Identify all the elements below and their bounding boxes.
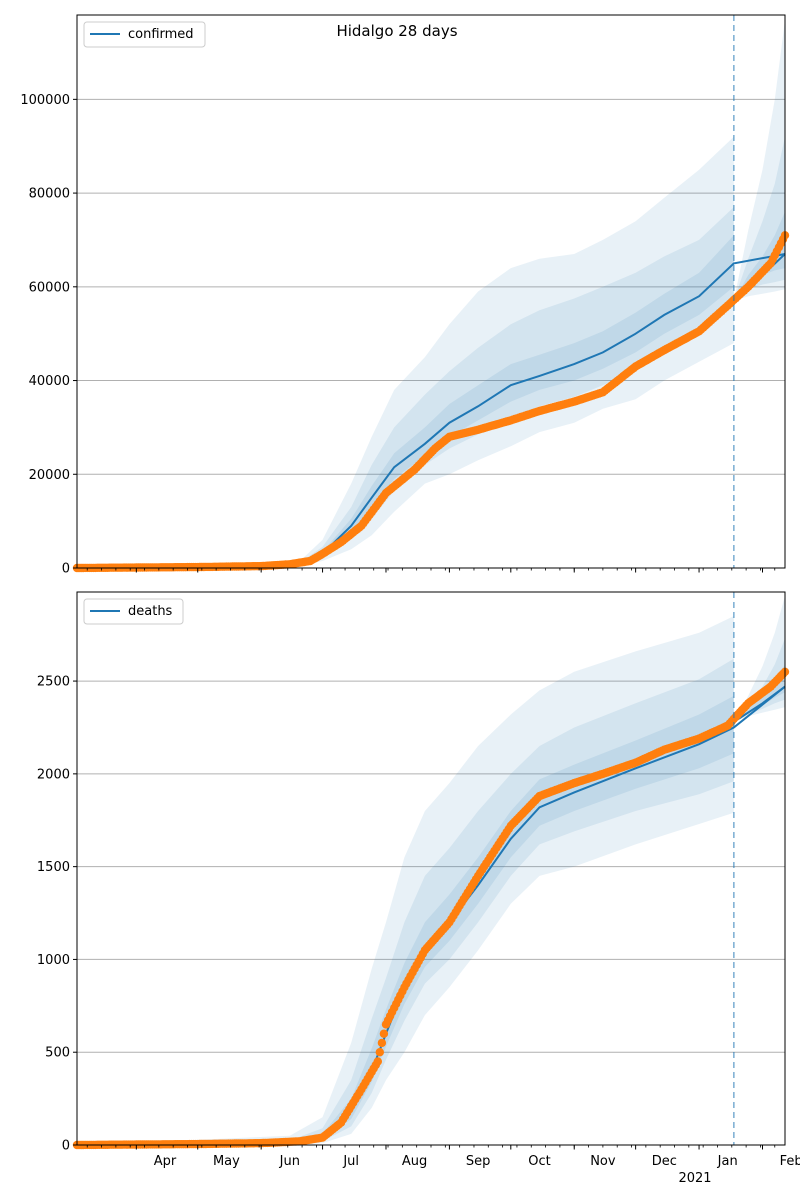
confirmed-panel: 0 20000 40000 60000 80000 100000 confirmed Hi… bbox=[20, 14, 790, 577]
confirmed-forecast-band-inner bbox=[733, 211, 785, 301]
x-axis-month-label: Nov bbox=[590, 1154, 616, 1169]
deaths-observed-point bbox=[377, 1038, 387, 1048]
confirmed-y-ticks: 0 20000 40000 60000 80000 100000 bbox=[20, 93, 77, 577]
deaths-y-tick-label: 2500 bbox=[37, 675, 70, 690]
confirmed-legend-label: confirmed bbox=[128, 27, 194, 42]
confirmed-gridlines bbox=[77, 98, 785, 475]
confirmed-y-tick-label: 0 bbox=[62, 562, 70, 577]
confirmed-y-tick-label: 40000 bbox=[29, 374, 70, 389]
x-axis-month-label: May bbox=[213, 1154, 240, 1169]
x-axis-month-label: Dec bbox=[652, 1154, 677, 1169]
x-axis-month-label: Oct bbox=[528, 1154, 550, 1169]
deaths-panel: 0 500 1000 1500 2000 2500 deaths Apr May Jun Jul… bbox=[37, 591, 800, 1186]
deaths-y-tick-label: 2000 bbox=[37, 767, 70, 782]
x-axis-month-label: Apr bbox=[154, 1154, 177, 1169]
deaths-x-ticks bbox=[86, 1145, 776, 1150]
deaths-forecast-band-middle bbox=[733, 638, 785, 722]
chart-title: Hidalgo 28 days bbox=[336, 22, 457, 40]
deaths-band-middle bbox=[77, 658, 734, 1145]
confirmed-legend-box bbox=[83, 21, 206, 48]
x-axis-month-label: Aug bbox=[402, 1154, 427, 1169]
x-axis-year-label: 2021 bbox=[678, 1171, 711, 1186]
confirmed-y-tick-label: 80000 bbox=[29, 187, 70, 202]
deaths-observed-point bbox=[375, 1048, 384, 1057]
deaths-y-tick-label: 1500 bbox=[37, 860, 70, 875]
x-axis-month-labels: Apr May Jun Jul Aug Sep Oct Nov Dec Jan Feb bbox=[154, 1154, 800, 1169]
confirmed-legend: confirmed bbox=[83, 21, 206, 48]
deaths-y-ticks: 0 500 1000 1500 2000 2500 bbox=[37, 675, 77, 1154]
confirmed-x-ticks bbox=[86, 568, 776, 573]
confirmed-y-tick-label: 100000 bbox=[20, 93, 70, 108]
x-axis-month-label: Jun bbox=[279, 1154, 300, 1169]
x-axis-month-label: Jan bbox=[717, 1154, 738, 1169]
confirmed-y-tick-label: 60000 bbox=[29, 280, 70, 295]
x-axis-month-label: Feb bbox=[780, 1154, 800, 1169]
confirmed-forecast-band-outer bbox=[733, 19, 785, 301]
deaths-observed-point bbox=[379, 1029, 389, 1038]
deaths-y-tick-label: 1000 bbox=[37, 953, 70, 968]
confirmed-y-tick-label: 20000 bbox=[29, 468, 70, 483]
deaths-y-tick-label: 500 bbox=[45, 1046, 70, 1061]
deaths-legend: deaths bbox=[83, 598, 184, 625]
deaths-band-inner bbox=[77, 695, 734, 1145]
x-axis-month-label: Jul bbox=[342, 1154, 359, 1169]
deaths-legend-label: deaths bbox=[128, 604, 173, 619]
deaths-gridlines bbox=[77, 680, 785, 1053]
deaths-y-tick-label: 0 bbox=[62, 1139, 70, 1154]
deaths-legend-box bbox=[83, 598, 184, 625]
deaths-observed-point bbox=[373, 1057, 382, 1066]
x-axis-month-label: Sep bbox=[466, 1154, 491, 1169]
deaths-forecast-median-line bbox=[733, 685, 786, 723]
deaths-band-outer bbox=[77, 616, 734, 1145]
